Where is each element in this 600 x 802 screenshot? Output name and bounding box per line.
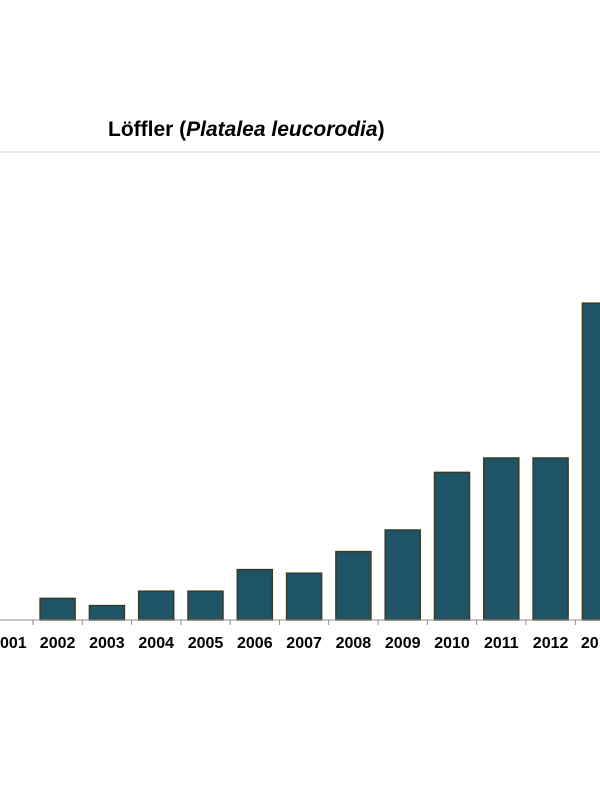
x-tick-label-2003: 2003 [89, 635, 125, 652]
bar-2010 [435, 472, 470, 620]
bar-2003 [89, 606, 124, 620]
bar-2011 [484, 458, 519, 620]
x-tick-label-2006: 2006 [237, 635, 273, 652]
bar-2008 [336, 552, 371, 620]
bar-2006 [237, 570, 272, 620]
x-tick-label-2004: 2004 [138, 635, 174, 652]
x-axis-tick-labels: 001 2002 2003 2004 2005 2006 2007 2008 2009 2010 2… [0, 635, 599, 652]
bar-2012 [533, 458, 568, 620]
x-tick-label-2008: 2008 [336, 635, 372, 652]
x-tick-label-2009: 2009 [385, 635, 421, 652]
x-tick-label-2010: 2010 [434, 635, 470, 652]
x-tick-label-2001: 001 [0, 635, 27, 652]
bar-2007 [287, 573, 322, 620]
bar-2004 [139, 591, 174, 620]
bar-2009 [385, 530, 420, 620]
x-tick-label-2012: 2012 [533, 635, 569, 652]
x-tick-label-2013: 20 [581, 635, 599, 652]
bar-group [40, 303, 600, 620]
bar-2013 [582, 303, 600, 620]
x-tick-label-2011: 2011 [484, 635, 519, 652]
x-tick-label-2007: 2007 [286, 635, 322, 652]
x-tick-label-2002: 2002 [40, 635, 76, 652]
x-tick-label-2005: 2005 [188, 635, 224, 652]
bar-2005 [188, 591, 223, 620]
bar-2002 [40, 598, 75, 620]
